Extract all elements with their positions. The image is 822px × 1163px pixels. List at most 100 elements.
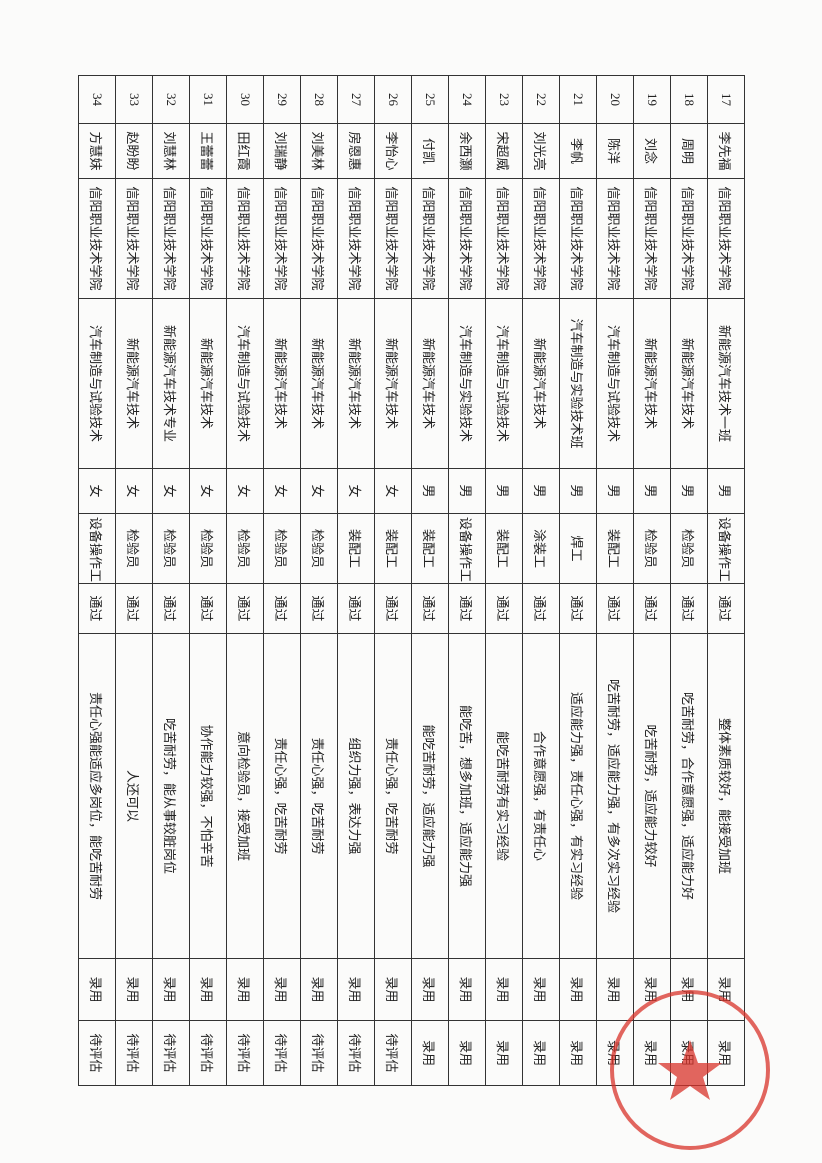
table-cell: 录用 <box>448 1020 486 1086</box>
table-cell: 余西灏 <box>448 123 486 179</box>
table-cell: 17 <box>707 75 745 124</box>
table-cell: 信阳职业技术学院 <box>485 178 523 299</box>
table-cell: 信阳职业技术学院 <box>707 178 745 299</box>
table-cell: 检验员 <box>300 513 338 584</box>
table-cell: 待评估 <box>78 1020 116 1086</box>
table-row: 29 刘瑞静 信阳职业技术学院 新能源汽车技术女检验员 通过 责任心强，吃苦耐劳 录用 待评估 <box>263 75 301 1086</box>
table-cell: 女 <box>226 468 264 514</box>
table-cell: 通过 <box>485 583 523 634</box>
table-cell: 方慧妹 <box>78 123 116 179</box>
table-cell: 女 <box>189 468 227 514</box>
table-cell: 汽车制造与试验技术 <box>596 298 634 469</box>
table-cell: 22 <box>522 75 560 124</box>
table-row: 30 田红霞 信阳职业技术学院 汽车制造与试验技术女检验员 通过 意向检验员，接受加班 录用… <box>226 75 264 1086</box>
table: 17 李先福 信阳职业技术学院 新能源汽车技术一班男设备操作工 通过 整体素质较好，能接受… <box>78 75 745 1086</box>
table-cell: 23 <box>485 75 523 124</box>
table-cell: 设备操作工 <box>707 513 745 584</box>
table-cell: 录用 <box>263 958 301 1021</box>
table-cell: 通过 <box>189 583 227 634</box>
table-cell: 装配工 <box>411 513 449 584</box>
table-cell: 通过 <box>670 583 708 634</box>
table-cell: 信阳职业技术学院 <box>115 178 153 299</box>
table-cell: 信阳职业技术学院 <box>337 178 375 299</box>
table-row: 22 刘光亮 信阳职业技术学院 新能源汽车技术男涂装工 通过 合作意愿强，有责任心 录用 录用 <box>522 75 560 1086</box>
table-cell: 设备操作工 <box>448 513 486 584</box>
table-cell: 能吃苦，想多加班，适应能力强 <box>448 633 486 959</box>
table-cell: 男 <box>633 468 671 514</box>
table-cell: 装配工 <box>485 513 523 584</box>
table-cell: 待评估 <box>337 1020 375 1086</box>
table-cell: 李帆 <box>559 123 597 179</box>
table-cell: 新能源汽车技术 <box>522 298 560 469</box>
table-cell: 通过 <box>78 583 116 634</box>
table-row: 24 余西灏 信阳职业技术学院 汽车制造与实验技术男设备操作工 通过 能吃苦，想多加班，适… <box>448 75 486 1086</box>
table-cell: 吃苦耐劳，适应能力强，有多次实习经验 <box>596 633 634 959</box>
table-cell: 待评估 <box>374 1020 412 1086</box>
table-cell: 刘光亮 <box>522 123 560 179</box>
table-cell: 装配工 <box>374 513 412 584</box>
table-cell: 男 <box>522 468 560 514</box>
table-cell: 能吃苦耐劳有实习经验 <box>485 633 523 959</box>
table-cell: 汽车制造与试验技术 <box>78 298 116 469</box>
table-cell: 待评估 <box>300 1020 338 1086</box>
table-cell: 信阳职业技术学院 <box>226 178 264 299</box>
table-cell: 装配工 <box>596 513 634 584</box>
table-cell: 责任心强，吃苦耐劳 <box>263 633 301 959</box>
table-cell: 付凯 <box>411 123 449 179</box>
table-cell: 通过 <box>300 583 338 634</box>
table-cell: 房恩惠 <box>337 123 375 179</box>
table-cell: 吃苦耐劳，适应能力较好 <box>633 633 671 959</box>
table-row: 34 方慧妹 信阳职业技术学院 汽车制造与试验技术女设备操作工 通过 责任心强能适应多岗位… <box>78 75 116 1086</box>
table-cell: 王蕾蕾 <box>189 123 227 179</box>
table-cell: 检验员 <box>263 513 301 584</box>
table-body: 17 李先福 信阳职业技术学院 新能源汽车技术一班男设备操作工 通过 整体素质较好，能接受… <box>78 75 745 1086</box>
table-cell: 通过 <box>448 583 486 634</box>
table-cell: 男 <box>411 468 449 514</box>
table-cell: 涂装工 <box>522 513 560 584</box>
table-row: 25 付凯 信阳职业技术学院 新能源汽车技术男装配工 通过 能吃苦耐劳，适应能力强 录用 录用 <box>411 75 449 1086</box>
table-cell: 汽车制造与试验技术 <box>226 298 264 469</box>
table-cell: 合作意愿强，有责任心 <box>522 633 560 959</box>
table-cell: 通过 <box>707 583 745 634</box>
table-cell: 待评估 <box>189 1020 227 1086</box>
table-cell: 26 <box>374 75 412 124</box>
table-cell: 录用 <box>448 958 486 1021</box>
table-cell: 18 <box>670 75 708 124</box>
table-cell: 女 <box>374 468 412 514</box>
table-cell: 责任心强，吃苦耐劳 <box>374 633 412 959</box>
table-cell: 赵盼盼 <box>115 123 153 179</box>
table-cell: 录用 <box>115 958 153 1021</box>
table-cell: 汽车制造与实验技术班 <box>559 298 597 469</box>
table-cell: 新能源汽车技术专业 <box>152 298 190 469</box>
table-cell: 19 <box>633 75 671 124</box>
table-cell: 待评估 <box>152 1020 190 1086</box>
table-cell: 新能源汽车技术 <box>263 298 301 469</box>
table-cell: 新能源汽车技术一班 <box>707 298 745 469</box>
table-cell: 新能源汽车技术 <box>633 298 671 469</box>
table-cell: 责任心强能适应多岗位，能吃苦耐劳 <box>78 633 116 959</box>
table-cell: 意向检验员，接受加班 <box>226 633 264 959</box>
table-cell: 信阳职业技术学院 <box>633 178 671 299</box>
table-cell: 录用 <box>485 1020 523 1086</box>
table-row: 32 刘慧林 信阳职业技术学院 新能源汽车技术专业女检验员 通过 吃苦耐劳，能从事较脏岗位… <box>152 75 190 1086</box>
table-cell: 女 <box>152 468 190 514</box>
table-cell: 通过 <box>522 583 560 634</box>
table-cell: 录用 <box>411 958 449 1021</box>
table-cell: 录用 <box>522 1020 560 1086</box>
table-row: 21 李帆 信阳职业技术学院 汽车制造与实验技术班男焊工 通过 适应能力强，责任心强，有实… <box>559 75 597 1086</box>
table-cell: 检验员 <box>670 513 708 584</box>
table-cell: 24 <box>448 75 486 124</box>
seal-ring <box>610 990 770 1150</box>
table-cell: 刘慧林 <box>152 123 190 179</box>
table-cell: 男 <box>485 468 523 514</box>
table-cell: 检验员 <box>189 513 227 584</box>
table-cell: 组织力强，表达力强 <box>337 633 375 959</box>
table-cell: 录用 <box>374 958 412 1021</box>
table-cell: 通过 <box>596 583 634 634</box>
table-cell: 信阳职业技术学院 <box>670 178 708 299</box>
table-cell: 检验员 <box>152 513 190 584</box>
table-cell: 录用 <box>189 958 227 1021</box>
table-cell: 李怡心 <box>374 123 412 179</box>
table-row: 27 房恩惠 信阳职业技术学院 新能源汽车技术女装配工 通过 组织力强，表达力强 录用 待评估 <box>337 75 375 1086</box>
table-cell: 检验员 <box>633 513 671 584</box>
